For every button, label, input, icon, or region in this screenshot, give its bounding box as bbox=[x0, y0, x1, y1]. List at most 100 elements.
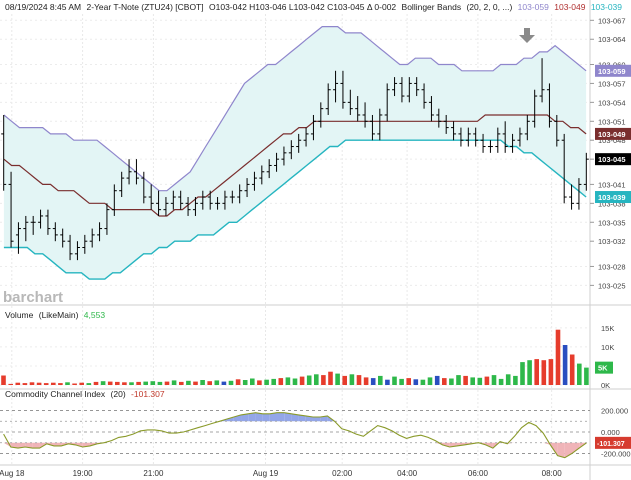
price-bar[interactable] bbox=[215, 197, 221, 210]
price-bar[interactable] bbox=[510, 133, 516, 153]
price-bar[interactable] bbox=[406, 77, 412, 103]
volume-bar[interactable] bbox=[378, 375, 383, 385]
volume-bar[interactable] bbox=[214, 380, 220, 385]
price-bar[interactable] bbox=[576, 178, 582, 210]
price-panel[interactable] bbox=[1, 26, 589, 280]
price-bar[interactable] bbox=[569, 184, 575, 210]
price-bar[interactable] bbox=[30, 215, 36, 235]
price-bar[interactable] bbox=[554, 114, 560, 147]
volume-bar[interactable] bbox=[434, 375, 440, 385]
price-bar[interactable] bbox=[561, 133, 567, 204]
volume-bar[interactable] bbox=[306, 375, 312, 386]
price-bar[interactable] bbox=[178, 190, 184, 210]
volume-bar[interactable] bbox=[171, 380, 177, 385]
price-bar[interactable] bbox=[237, 184, 243, 204]
price-bar[interactable] bbox=[229, 190, 235, 204]
volume-bar[interactable] bbox=[179, 381, 184, 385]
price-bar[interactable] bbox=[119, 171, 125, 198]
volume-bar[interactable] bbox=[93, 381, 99, 385]
volume-bar[interactable] bbox=[385, 379, 390, 385]
volume-bar[interactable] bbox=[562, 345, 568, 385]
price-bar[interactable] bbox=[170, 190, 176, 210]
cci-panel[interactable] bbox=[0, 412, 590, 459]
price-bar[interactable] bbox=[200, 190, 206, 210]
price-bar[interactable] bbox=[517, 127, 523, 147]
volume-bar[interactable] bbox=[342, 375, 347, 385]
volume-bar[interactable] bbox=[207, 381, 212, 385]
volume-bar[interactable] bbox=[1, 375, 6, 386]
price-bar[interactable] bbox=[377, 108, 383, 141]
volume-bar[interactable] bbox=[8, 383, 13, 385]
volume-panel[interactable] bbox=[1, 329, 589, 386]
price-bar[interactable] bbox=[451, 121, 457, 141]
price-bar[interactable] bbox=[458, 127, 464, 147]
price-bar[interactable] bbox=[23, 215, 29, 242]
volume-bar[interactable] bbox=[200, 380, 205, 385]
volume-bar[interactable] bbox=[548, 359, 554, 385]
price-bar[interactable] bbox=[1, 114, 7, 191]
price-bar[interactable] bbox=[222, 190, 228, 210]
price-bar[interactable] bbox=[384, 83, 390, 122]
price-bar[interactable] bbox=[303, 127, 309, 147]
price-bar[interactable] bbox=[52, 222, 58, 242]
price-bar[interactable] bbox=[428, 96, 434, 122]
volume-bar[interactable] bbox=[314, 374, 319, 385]
price-bar[interactable] bbox=[325, 83, 331, 115]
volume-bar[interactable] bbox=[86, 383, 92, 385]
volume-bar[interactable] bbox=[271, 378, 276, 385]
volume-bar[interactable] bbox=[520, 362, 525, 385]
price-bar[interactable] bbox=[244, 178, 250, 198]
price-bar[interactable] bbox=[414, 77, 420, 97]
volume-bar[interactable] bbox=[406, 378, 411, 385]
price-bar[interactable] bbox=[45, 209, 51, 235]
volume-bar[interactable] bbox=[484, 376, 490, 385]
volume-bar[interactable] bbox=[79, 382, 84, 385]
volume-bar[interactable] bbox=[51, 382, 56, 385]
volume-bar[interactable] bbox=[569, 354, 575, 386]
volume-bar[interactable] bbox=[72, 383, 77, 386]
volume-bar[interactable] bbox=[491, 375, 497, 385]
volume-bar[interactable] bbox=[427, 377, 433, 385]
price-bar[interactable] bbox=[347, 89, 353, 115]
volume-bar[interactable] bbox=[100, 381, 106, 385]
volume-bar[interactable] bbox=[363, 377, 369, 385]
price-bar[interactable] bbox=[60, 228, 66, 248]
volume-bar[interactable] bbox=[413, 379, 419, 385]
price-bar[interactable] bbox=[495, 127, 501, 153]
price-bar[interactable] bbox=[487, 140, 493, 153]
price-bar[interactable] bbox=[141, 171, 147, 204]
price-bar[interactable] bbox=[539, 58, 545, 103]
volume-bar[interactable] bbox=[370, 378, 376, 385]
volume-bar[interactable] bbox=[193, 381, 198, 385]
volume-bar[interactable] bbox=[264, 379, 269, 385]
price-bar[interactable] bbox=[399, 77, 405, 103]
volume-bar[interactable] bbox=[513, 375, 518, 385]
price-bar[interactable] bbox=[251, 171, 257, 191]
price-bar[interactable] bbox=[281, 146, 287, 166]
volume-bar[interactable] bbox=[235, 379, 241, 385]
volume-bar[interactable] bbox=[129, 382, 134, 385]
volume-bar[interactable] bbox=[420, 379, 426, 385]
volume-bar[interactable] bbox=[257, 380, 262, 385]
price-bar[interactable] bbox=[89, 228, 95, 248]
price-bar[interactable] bbox=[310, 114, 316, 141]
price-bar[interactable] bbox=[192, 197, 198, 216]
volume-bar[interactable] bbox=[555, 329, 561, 385]
price-bar[interactable] bbox=[288, 140, 294, 160]
volume-bar[interactable] bbox=[456, 375, 461, 385]
price-bar[interactable] bbox=[185, 197, 191, 216]
price-bar[interactable] bbox=[126, 159, 132, 185]
volume-bar[interactable] bbox=[15, 382, 21, 385]
price-bar[interactable] bbox=[421, 83, 427, 109]
volume-bar[interactable] bbox=[122, 382, 127, 385]
volume-bar[interactable] bbox=[392, 376, 397, 385]
price-bar[interactable] bbox=[436, 108, 442, 128]
price-bar[interactable] bbox=[207, 190, 213, 210]
price-bar[interactable] bbox=[355, 96, 361, 122]
volume-bar[interactable] bbox=[29, 382, 35, 385]
volume-bar[interactable] bbox=[228, 380, 234, 385]
volume-bar[interactable] bbox=[65, 382, 70, 385]
volume-bar[interactable] bbox=[150, 381, 156, 385]
price-bar[interactable] bbox=[266, 159, 272, 179]
price-bar[interactable] bbox=[67, 234, 73, 261]
